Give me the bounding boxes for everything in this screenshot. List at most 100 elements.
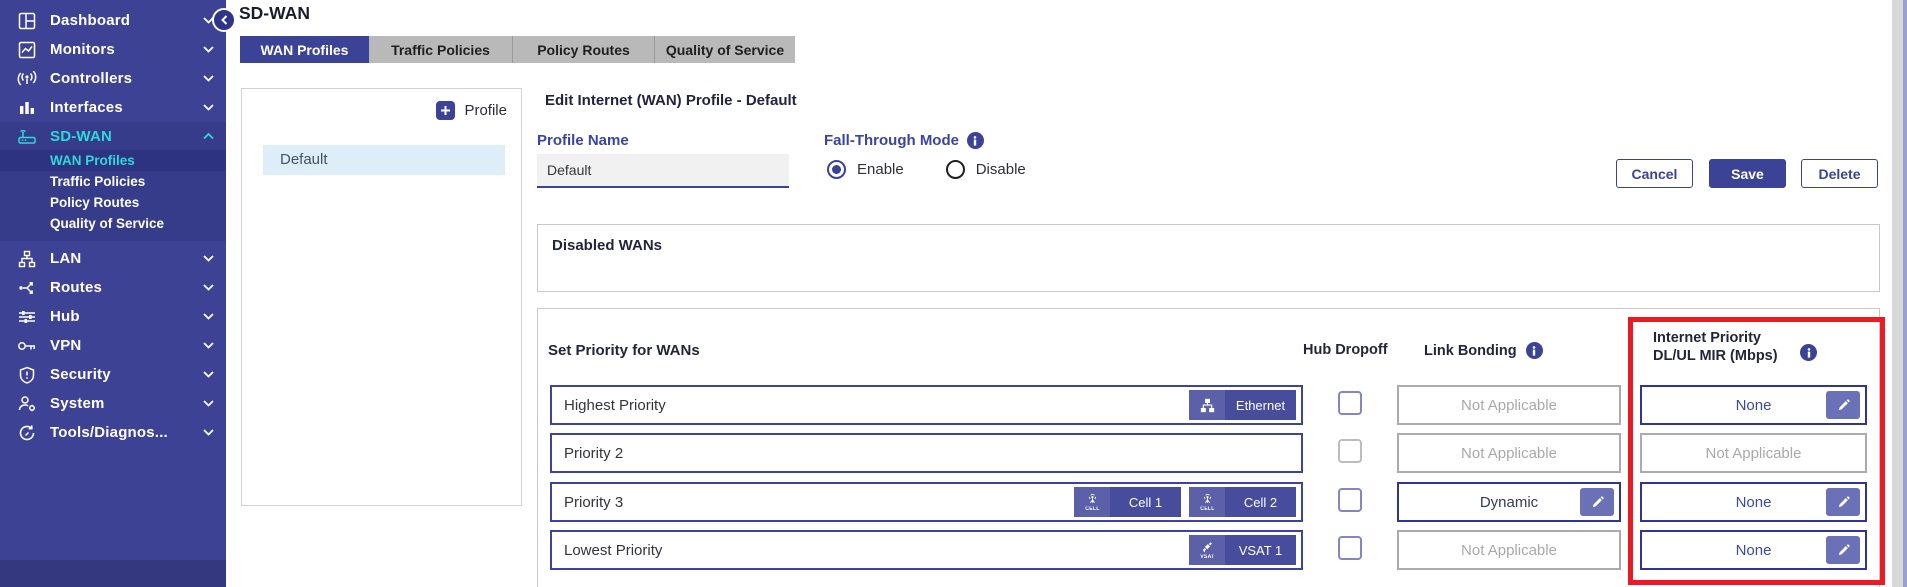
disabled-wans-label: Disabled WANs [552, 237, 663, 254]
sidebar-item-security[interactable]: Security [0, 360, 226, 389]
sidebar-item-dashboard[interactable]: Dashboard [0, 6, 226, 35]
chevron-down-icon [203, 429, 214, 436]
wan-tag-label: Cell 2 [1225, 487, 1296, 517]
edit-pencil-icon[interactable] [1580, 488, 1614, 516]
vsat-satellite-icon: VSAT [1189, 535, 1225, 565]
sidebar: Dashboard Monitors Controllers Interface… [0, 0, 226, 587]
sdwan-router-icon [16, 127, 38, 145]
profile-list-item-default[interactable]: Default [263, 145, 505, 175]
chevron-down-icon [203, 284, 214, 291]
radio-enable[interactable]: Enable [827, 160, 904, 179]
sidebar-subitem-quality-of-service[interactable]: Quality of Service [50, 216, 165, 231]
sidebar-item-label: SD-WAN [50, 127, 113, 145]
info-icon[interactable] [1525, 342, 1543, 359]
internet-priority-value: None [1735, 396, 1772, 414]
add-profile-label: Profile [464, 102, 507, 119]
chevron-down-icon [203, 371, 214, 378]
hub-dropoff-checkbox-highest[interactable] [1338, 391, 1362, 415]
sidebar-item-monitors[interactable]: Monitors [0, 35, 226, 64]
hub-icon [16, 308, 38, 326]
set-priority-label: Set Priority for WANs [548, 342, 700, 359]
chevron-down-icon [203, 313, 214, 320]
routes-icon [16, 279, 38, 297]
edit-pencil-icon[interactable] [1826, 536, 1860, 564]
chevron-down-icon [203, 342, 214, 349]
cell-icon-caption: CELL [1199, 506, 1215, 512]
info-icon[interactable] [966, 132, 984, 149]
sidebar-item-sdwan[interactable]: SD-WAN [0, 122, 226, 150]
tab-quality-of-service[interactable]: Quality of Service [655, 36, 795, 63]
sidebar-item-system[interactable]: System [0, 389, 226, 418]
wan-tags: VSAT VSAT 1 [1189, 535, 1301, 565]
hub-dropoff-checkbox-priority3[interactable] [1338, 488, 1362, 512]
hub-dropoff-checkbox-lowest[interactable] [1338, 536, 1362, 560]
tools-diagnostics-icon [16, 424, 38, 442]
wan-tag-cell-2[interactable]: CELL Cell 2 [1189, 487, 1296, 517]
add-profile-button[interactable]: Profile [436, 101, 507, 120]
link-bonding-field-priority3[interactable]: Dynamic [1397, 482, 1621, 522]
sidebar-item-interfaces[interactable]: Interfaces [0, 93, 226, 122]
tab-policy-routes[interactable]: Policy Routes [513, 36, 655, 63]
edit-pencil-icon[interactable] [1826, 488, 1860, 516]
priority-row-3[interactable]: Priority 3 CELL Cell 1 CELL Cell 2 [550, 482, 1303, 522]
wan-tag-ethernet[interactable]: Ethernet [1189, 390, 1296, 420]
sidebar-item-tools-diagnostics[interactable]: Tools/Diagnos... [0, 418, 226, 447]
priority-row-label: Priority 3 [564, 493, 624, 511]
priority-row-lowest[interactable]: Lowest Priority VSAT VSAT 1 [550, 530, 1303, 570]
tab-traffic-policies[interactable]: Traffic Policies [369, 36, 513, 63]
sidebar-item-hub[interactable]: Hub [0, 302, 226, 331]
priority-row-2[interactable]: Priority 2 [550, 433, 1303, 473]
form-heading: Edit Internet (WAN) Profile - Default [545, 92, 797, 109]
sidebar-item-lan[interactable]: LAN [0, 244, 226, 273]
chevron-down-icon [203, 17, 214, 24]
sidebar-item-label: Interfaces [50, 99, 123, 116]
link-bonding-field-priority2: Not Applicable [1397, 433, 1621, 473]
dashboard-icon [16, 12, 38, 30]
cell-antenna-icon: CELL [1074, 487, 1110, 517]
wan-tag-cell-1[interactable]: CELL Cell 1 [1074, 487, 1181, 517]
link-bonding-header-text: Link Bonding [1424, 342, 1517, 359]
lan-icon [16, 250, 38, 268]
chevron-down-icon [203, 46, 214, 53]
sidebar-item-vpn[interactable]: VPN [0, 331, 226, 360]
wan-tags: Ethernet [1189, 390, 1301, 420]
internet-priority-header-line2: DL/UL MIR (Mbps) [1653, 347, 1778, 364]
controllers-icon [16, 70, 38, 88]
chevron-down-icon [203, 104, 214, 111]
plus-icon [436, 101, 456, 120]
sidebar-item-label: Monitors [50, 41, 115, 58]
internet-priority-column-header: Internet Priority DL/UL MIR (Mbps) [1653, 330, 1778, 365]
profile-name-input[interactable] [537, 154, 789, 188]
interfaces-icon [16, 99, 38, 117]
system-user-gear-icon [16, 395, 38, 413]
internet-priority-field-highest[interactable]: None [1640, 385, 1867, 425]
page-title: SD-WAN [239, 3, 310, 23]
sidebar-group-sdwan: SD-WAN WAN Profiles Traffic Policies Pol… [0, 122, 226, 241]
sidebar-item-label: System [50, 395, 105, 412]
internet-priority-field-priority3[interactable]: None [1640, 482, 1867, 522]
sidebar-item-label: Tools/Diagnos... [50, 424, 168, 441]
sidebar-item-routes[interactable]: Routes [0, 273, 226, 302]
sidebar-subitem-policy-routes[interactable]: Policy Routes [50, 195, 140, 210]
save-button[interactable]: Save [1709, 159, 1786, 188]
sidebar-item-controllers[interactable]: Controllers [0, 64, 226, 93]
delete-button[interactable]: Delete [1801, 159, 1878, 188]
cancel-button[interactable]: Cancel [1616, 159, 1693, 188]
internet-priority-field-lowest[interactable]: None [1640, 530, 1867, 570]
tab-bar: WAN Profiles Traffic Policies Policy Rou… [240, 36, 795, 63]
internet-priority-value: None [1735, 541, 1772, 559]
edit-pencil-icon[interactable] [1826, 391, 1860, 419]
wan-tag-vsat-1[interactable]: VSAT VSAT 1 [1189, 535, 1296, 565]
sidebar-subitem-traffic-policies[interactable]: Traffic Policies [50, 174, 146, 189]
sidebar-subitem-wan-profiles[interactable]: WAN Profiles [0, 150, 226, 171]
link-bonding-field-lowest: Not Applicable [1397, 530, 1621, 570]
priority-row-highest[interactable]: Highest Priority Ethernet [550, 385, 1303, 425]
vertical-scrollbar[interactable] [1892, 0, 1907, 587]
tab-wan-profiles[interactable]: WAN Profiles [240, 36, 369, 63]
scrollbar-thumb[interactable] [1903, 0, 1907, 587]
vsat-icon-caption: VSAT [1199, 554, 1215, 560]
disabled-wans-dropzone[interactable]: Disabled WANs [537, 224, 1880, 292]
info-icon[interactable] [1800, 344, 1817, 361]
radio-disable[interactable]: Disable [945, 160, 1026, 179]
sidebar-collapse-button[interactable] [212, 8, 236, 32]
